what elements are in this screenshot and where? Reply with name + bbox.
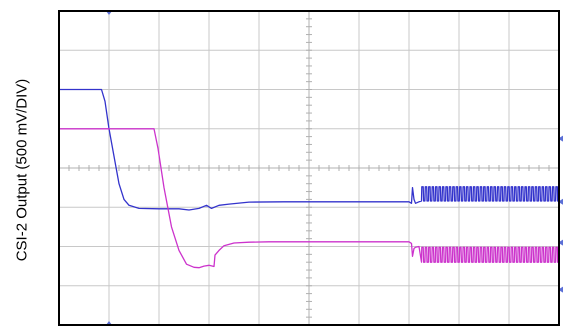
series-line-ch2 [59, 128, 559, 269]
plot-frame [58, 10, 560, 326]
level-marker-right [558, 135, 563, 142]
level-marker-right [558, 198, 563, 205]
level-marker-right [558, 239, 563, 246]
traces [59, 88, 559, 269]
grid [59, 11, 559, 325]
series-line-ch1 [59, 88, 559, 211]
level-marker-right [558, 286, 563, 293]
